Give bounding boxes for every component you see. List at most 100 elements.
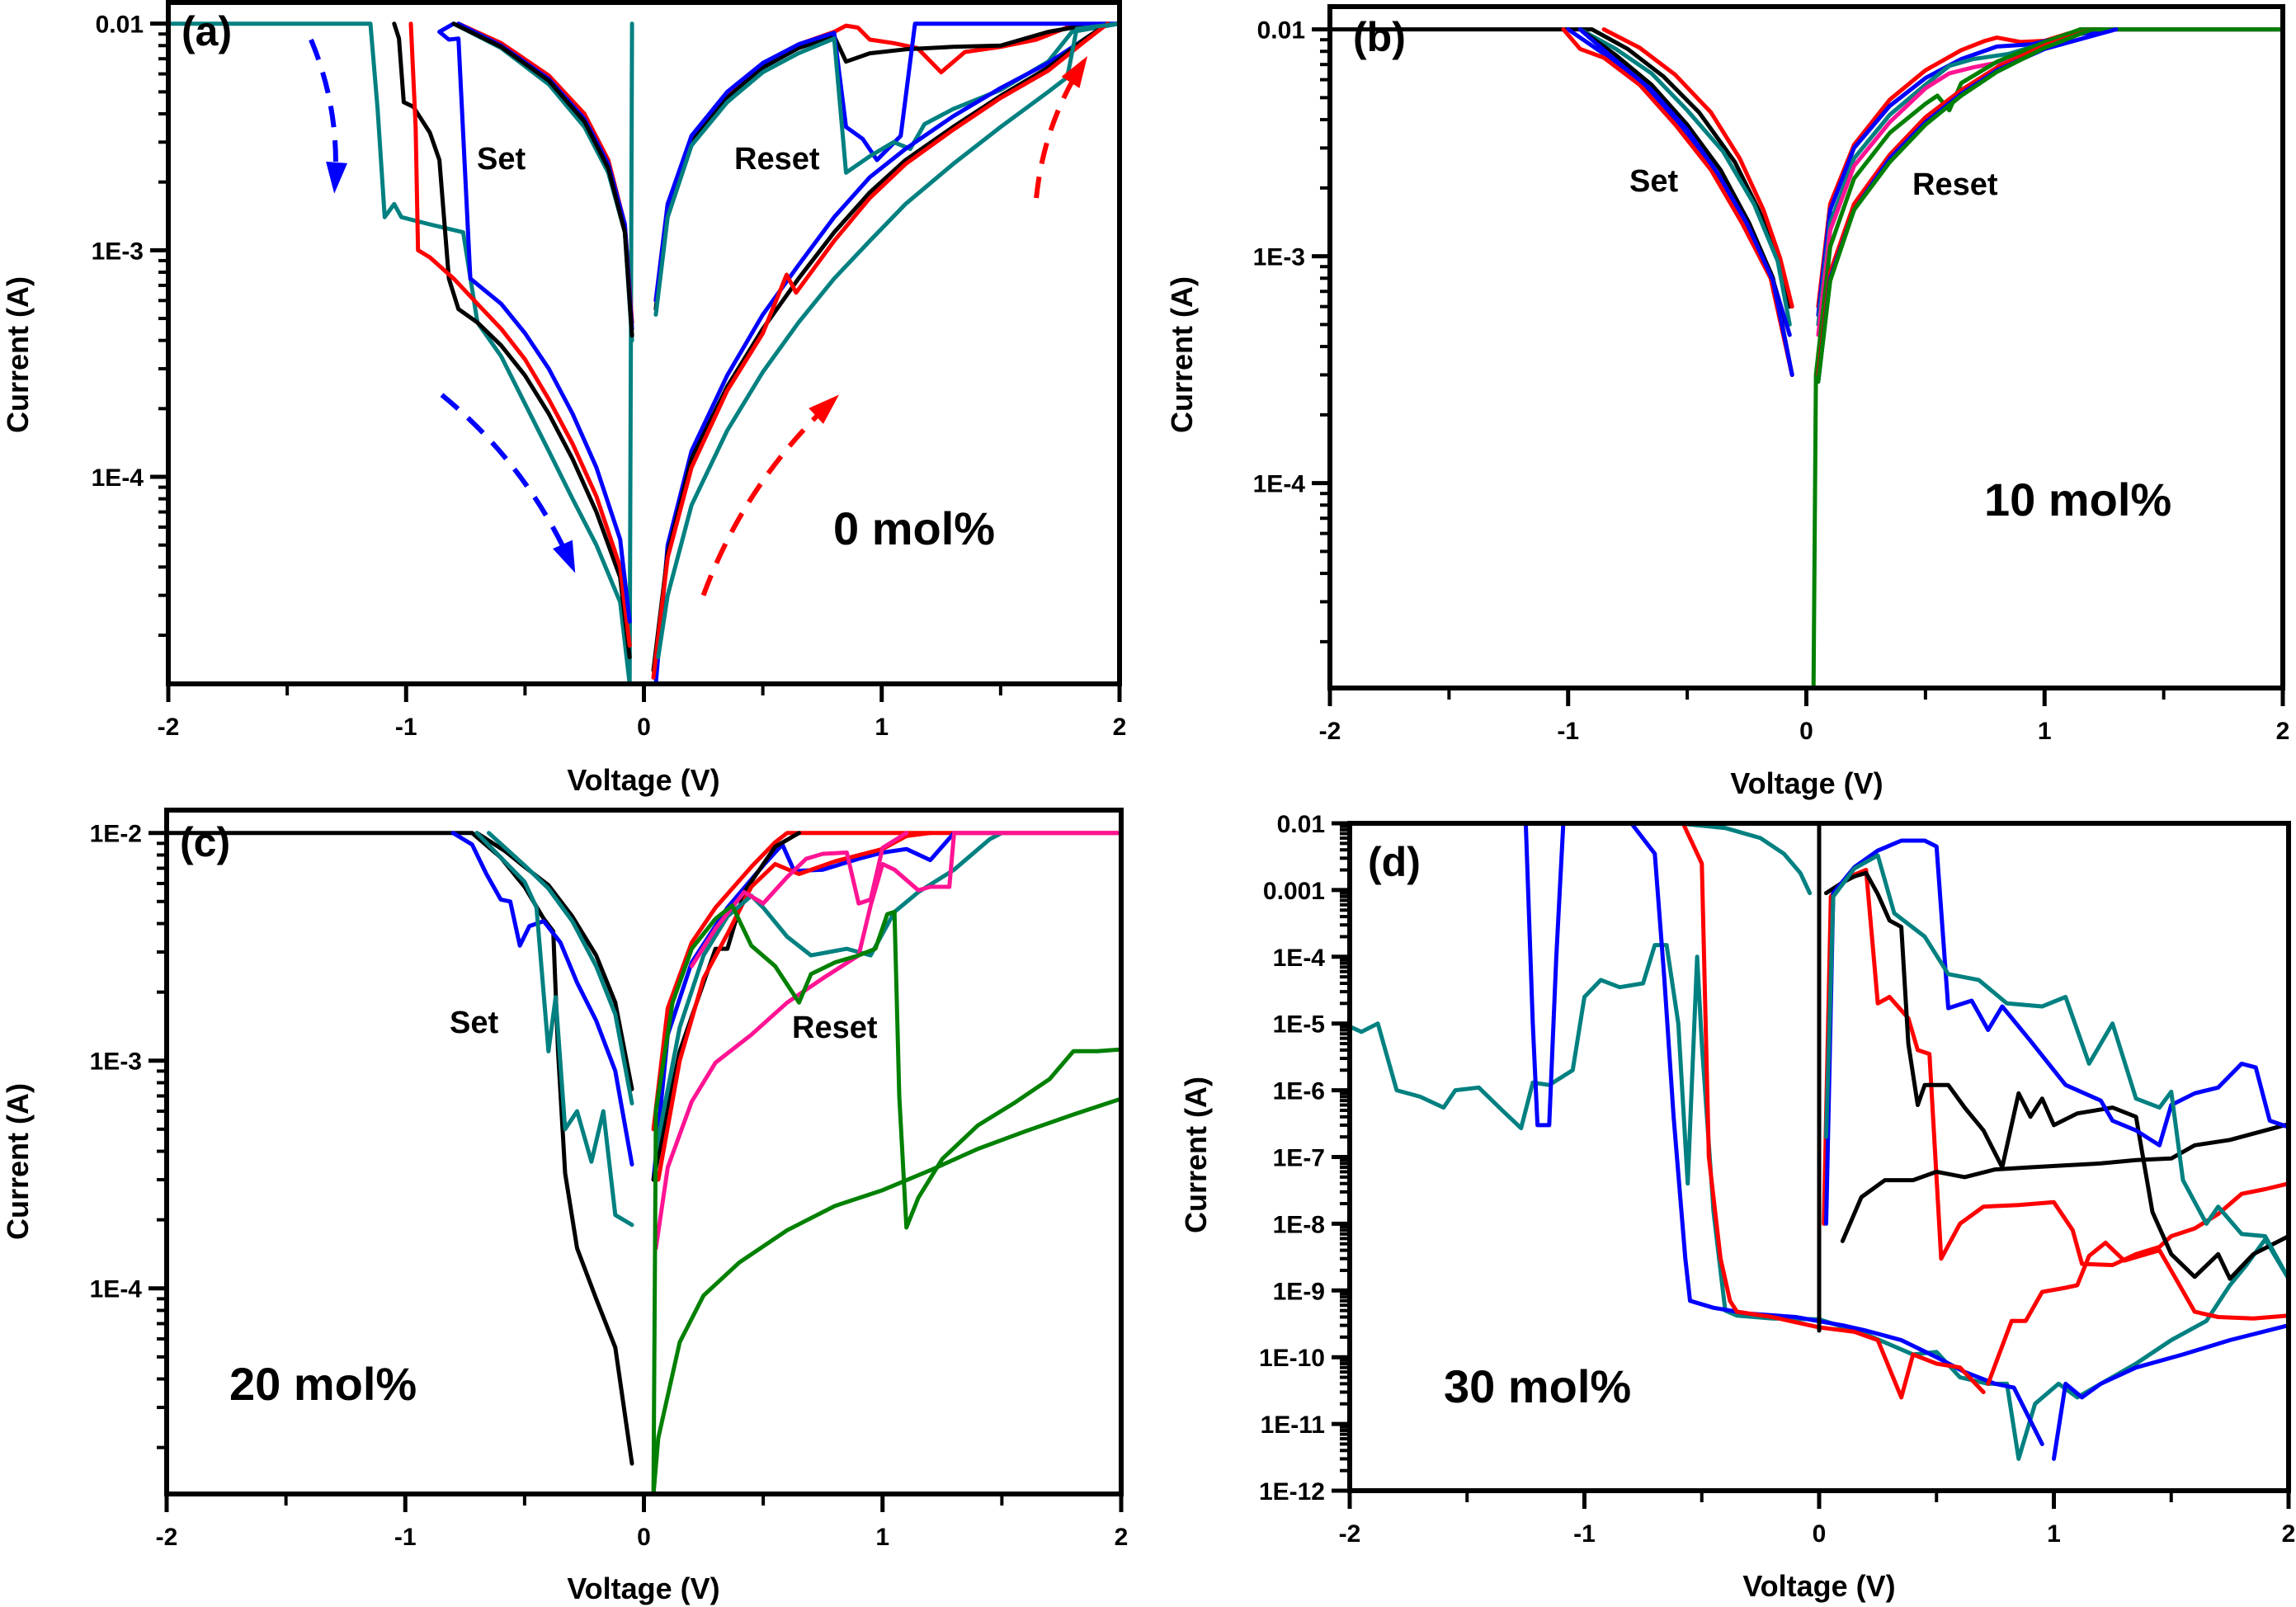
panel-a-ytick-label: 1E-4: [92, 464, 144, 492]
panel-d-ytick-label: 1E-7: [1273, 1145, 1325, 1172]
panel-b-ytick-label: 0.01: [1257, 17, 1305, 45]
panel-d-xlabel: Voltage (V): [1742, 1569, 1895, 1603]
panel-c-series-5-red: [651, 831, 1124, 1132]
panel-c-ylabel: Current (A): [1, 1083, 35, 1240]
panel-d-ylabel: Current (A): [1179, 1077, 1213, 1233]
panel-c-xtick-label: 0: [637, 1524, 651, 1551]
panel-b-label: (b): [1353, 14, 1406, 60]
panel-c-ytick-label: 1E-3: [90, 1049, 142, 1076]
panel-a-series-0-teal: [166, 21, 632, 686]
panel-a-series-1-teal: [627, 21, 634, 686]
panel-d-ytick-label: 1E-5: [1273, 1011, 1325, 1039]
panel-d-xtick-label: -2: [1339, 1520, 1361, 1548]
panel-c-set-label: Set: [450, 1006, 498, 1040]
panel-a-ytick-label: 0.01: [96, 12, 144, 39]
panel-c-axes: -2 -1 0 1 2 1E-2 1E-3 1E-4: [90, 821, 1129, 1551]
panel-d-label: (d): [1368, 839, 1421, 885]
panel-d-concentration-label: 30 mol%: [1444, 1360, 1631, 1412]
panel-d-ytick-label: 0.001: [1263, 878, 1325, 905]
panel-a-reset-label: Reset: [734, 142, 820, 177]
panel-d-series-6-red: [1822, 868, 2291, 1267]
panel-a-arrow-3: [1034, 60, 1087, 199]
panel-d-series-3-blue: [1629, 821, 2044, 1446]
panel-d-ytick-label: 1E-12: [1259, 1478, 1325, 1506]
panel-d-ytick-label: 1E-10: [1259, 1345, 1325, 1372]
panel-b-series-10-pink: [1816, 27, 2285, 337]
panel-b-series-5-red: [1561, 27, 1794, 377]
panel-b-xtick-label: 1: [2038, 718, 2052, 745]
panel-a-xtick-label: -1: [395, 714, 417, 741]
panel-a-ylabel: Current (A): [1, 276, 35, 433]
panel-d-ytick-label: 1E-11: [1261, 1411, 1325, 1439]
panel-d-ytick-label: 1E-4: [1273, 945, 1326, 972]
panel-a-arrows: [309, 38, 1088, 596]
panel-a-xtick-label: 0: [637, 714, 651, 741]
panel-c-xtick-label: 2: [1115, 1524, 1129, 1551]
panel-a-arrowhead-0: [326, 161, 348, 194]
panel-b-concentration-label: 10 mol%: [1984, 474, 2171, 525]
panel-d: -2 -1 0 1 2 0.01 0.001 1E-4 1E-5 1E-6 1E-7 1E-8 1E-9…: [1179, 811, 2295, 1603]
panel-c-series-8-red: [656, 831, 933, 1182]
panel-a-xtick-label: 1: [875, 714, 889, 741]
panel-c-ytick-label: 1E-4: [90, 1276, 143, 1303]
panel-a-series-5-blue: [437, 21, 632, 624]
panel-a-label: (a): [182, 8, 232, 54]
panel-a-xtick-label: 2: [1113, 714, 1127, 741]
panel-c-series-13-green: [651, 1096, 1124, 1496]
panel-a: -2 -1 0 1 2 0.01 1E-3 1E-4 (a) Set Reset 0 mol%…: [1, 0, 1127, 797]
panel-a-series-14-black: [651, 21, 1110, 673]
panel-b-series-2-teal: [1577, 27, 1792, 327]
panel-c-series: [164, 831, 1124, 1496]
panel-a-series-10-black: [653, 21, 1122, 312]
panel-b-xlabel: Voltage (V): [1730, 766, 1883, 800]
panel-b-series-8-blue: [1816, 27, 2285, 318]
panel-b-xtick-label: -1: [1557, 718, 1579, 745]
panel-d-ytick-label: 1E-8: [1273, 1211, 1325, 1238]
panel-a-series-3-black: [392, 21, 632, 660]
panel-b-series-14-green: [1816, 27, 2095, 384]
panel-a-arrowhead-2: [809, 394, 839, 424]
panel-c-xlabel: Voltage (V): [567, 1572, 719, 1605]
panel-c-series-10-pink: [653, 831, 1124, 1251]
panel-a-concentration-label: 0 mol%: [833, 502, 995, 554]
panel-a-arrowhead-3: [1061, 55, 1088, 88]
panel-c-series-11-pink: [689, 831, 909, 968]
panel-b-series-6-blue: [1577, 27, 1794, 377]
panel-b-xtick-label: -2: [1319, 718, 1341, 745]
panel-b-series-1-red: [1601, 27, 1794, 309]
panel-a-axes: -2 -1 0 1 2 0.01 1E-3 1E-4: [92, 12, 1127, 741]
panel-a-xlabel: Voltage (V): [567, 763, 719, 797]
panel-a-ytick-label: 1E-3: [92, 238, 144, 265]
panel-b-set-label: Set: [1629, 164, 1678, 199]
panel-c-series-3-teal: [474, 831, 634, 1228]
panel-b-ytick-label: 1E-3: [1253, 244, 1305, 271]
panel-c-reset-label: Reset: [792, 1011, 878, 1045]
panel-c-series-4-teal: [487, 831, 634, 1105]
panel-c: -2 -1 0 1 2 1E-2 1E-3 1E-4 (c) Set Reset 20 mol…: [1, 808, 1129, 1605]
panel-c-xtick-label: -1: [394, 1524, 417, 1551]
panel-d-xtick-label: 2: [2282, 1520, 2296, 1548]
panel-d-series-9-black: [1824, 870, 2291, 1281]
panel-d-series-4-blue: [2052, 1323, 2291, 1461]
panel-a-series-13-blue: [653, 21, 1110, 686]
panel-d-axes: -2 -1 0 1 2 0.01 0.001 1E-4 1E-5 1E-6 1E-7 1E-8 1E-9…: [1259, 811, 2295, 1548]
panel-d-series-7-red: [1986, 1240, 2291, 1386]
panel-b-series-13-blue: [1816, 27, 2119, 384]
panel-c-series-2-blue: [450, 831, 634, 1167]
panel-c-xtick-label: -2: [156, 1524, 178, 1551]
panel-b: -2 -1 0 1 2 0.01 1E-3 1E-4 (b) Set Reset 10 mol…: [1165, 4, 2290, 800]
panel-a-series-4-red: [408, 21, 632, 648]
panel-c-xtick-label: 1: [875, 1524, 889, 1551]
panel-d-xtick-label: 0: [1813, 1520, 1827, 1548]
panel-b-ylabel: Current (A): [1165, 276, 1199, 433]
panel-a-series-11-blue: [653, 21, 1122, 303]
panel-b-frame: [1327, 4, 2285, 690]
panel-d-series-10-black: [1840, 1122, 2291, 1243]
panel-b-reset-label: Reset: [1912, 167, 1998, 202]
panel-b-axes: -2 -1 0 1 2 0.01 1E-3 1E-4: [1253, 17, 2290, 745]
panel-a-frame: [166, 0, 1122, 686]
panel-d-xtick-label: 1: [2047, 1520, 2061, 1548]
panel-d-series-12-teal: [1824, 853, 2291, 1281]
panel-b-series: [1327, 27, 2285, 690]
